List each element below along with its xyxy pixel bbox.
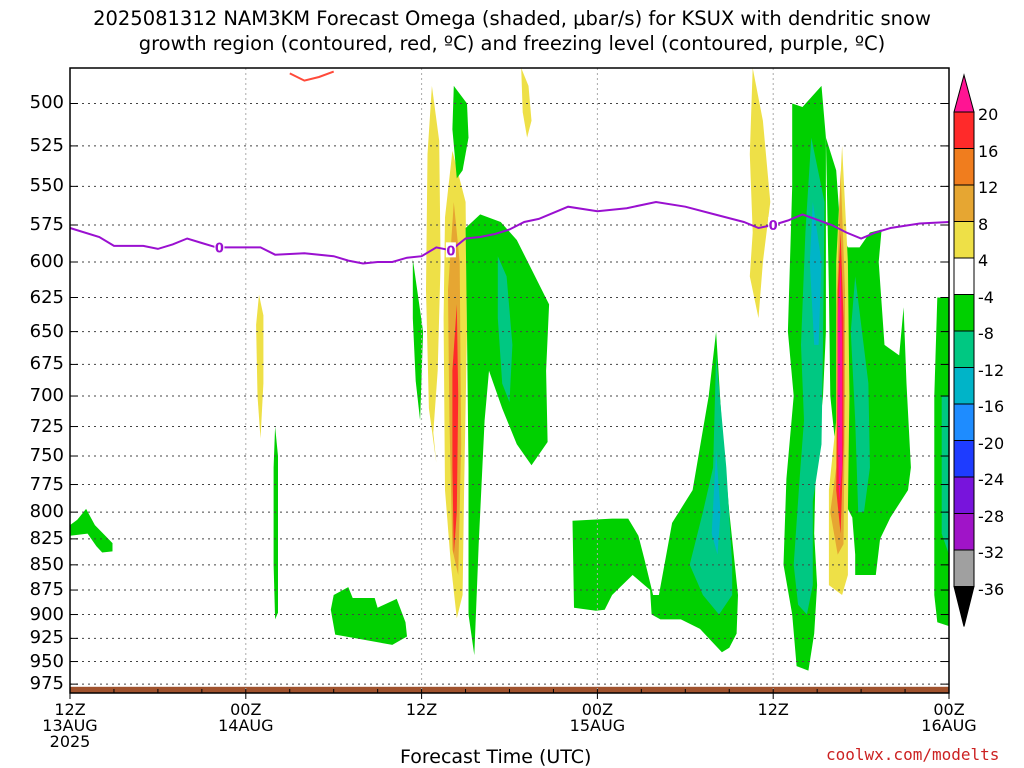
x-axis-title: Forecast Time (UTC) bbox=[400, 746, 592, 768]
y-tick-label: 550 bbox=[29, 175, 64, 197]
y-tick-label: 500 bbox=[29, 92, 64, 114]
colorbar-label: -36 bbox=[978, 579, 1005, 599]
colorbar-label: -28 bbox=[978, 506, 1005, 526]
omega-region bbox=[689, 355, 733, 615]
y-tick-label: 750 bbox=[29, 445, 64, 467]
x-tick-label: 12Z bbox=[757, 700, 789, 719]
omega-region bbox=[837, 262, 843, 502]
freezing-level-contour: 0 0 0 bbox=[69, 200, 950, 265]
contour-label-bg bbox=[445, 242, 456, 258]
y-tick-label: 725 bbox=[29, 415, 64, 437]
y-tick-label: 925 bbox=[29, 627, 64, 649]
y-tick-label: 850 bbox=[29, 553, 64, 575]
colorbar-swatch bbox=[953, 549, 975, 587]
omega-region bbox=[711, 450, 721, 555]
colorbar-label: 20 bbox=[978, 105, 999, 124]
colorbar-swatch bbox=[953, 148, 975, 186]
contour-label-bg bbox=[768, 217, 779, 233]
colorbar-label: -32 bbox=[978, 543, 1005, 562]
colorbar-swatch bbox=[953, 513, 975, 551]
colorbar-swatch bbox=[953, 367, 975, 405]
x-tick-label: 12Z bbox=[405, 700, 438, 719]
omega-region bbox=[850, 276, 870, 513]
x-tick-label: 12Z 13AUG 2025 bbox=[42, 700, 98, 751]
freezing-level-label: 0 bbox=[769, 219, 778, 234]
freezing-level-label: 0 bbox=[446, 244, 455, 259]
contour-label-bg bbox=[214, 239, 225, 255]
y-tick-label: 875 bbox=[29, 579, 64, 601]
x-tick-label: 00Z 15AUG bbox=[569, 700, 626, 735]
colorbar-label: -16 bbox=[978, 397, 1005, 416]
colorbar-swatch bbox=[953, 330, 975, 368]
y-tick-label: 525 bbox=[29, 134, 64, 156]
omega-region bbox=[452, 304, 459, 555]
colorbar-label: -20 bbox=[978, 433, 1005, 453]
x-tick-label: 00Z 14AUG bbox=[218, 700, 274, 735]
dgz-line bbox=[289, 70, 335, 82]
colorbar-label: -24 bbox=[978, 470, 1005, 489]
chart-title-line2: growth region (contoured, red, ºC) and f… bbox=[138, 32, 886, 55]
y-tick-label: 600 bbox=[29, 251, 64, 272]
omega-region bbox=[273, 426, 278, 620]
omega-region bbox=[70, 508, 113, 553]
colorbar bbox=[953, 73, 975, 627]
omega-region bbox=[330, 587, 407, 645]
omega-region bbox=[465, 214, 550, 656]
y-tick-label: 800 bbox=[29, 501, 64, 523]
colorbar-label: 4 bbox=[978, 251, 989, 270]
y-tick-label: 775 bbox=[29, 473, 64, 495]
omega-region bbox=[749, 68, 771, 319]
colorbar-swatch bbox=[953, 294, 975, 332]
y-tick-label: 825 bbox=[29, 527, 64, 549]
omega-shading bbox=[70, 68, 949, 671]
dgz-contour bbox=[289, 70, 335, 82]
omega-region bbox=[521, 68, 532, 138]
colorbar-label: -4 bbox=[978, 287, 994, 307]
omega-region bbox=[941, 396, 949, 555]
colorbar-swatch bbox=[953, 403, 975, 441]
colorbar-label: 12 bbox=[978, 178, 999, 197]
y-tick-label: 650 bbox=[29, 320, 64, 342]
omega-region bbox=[452, 85, 469, 179]
chart-title-line1: 2025081312 NAM3KM Forecast Omega (shaded… bbox=[93, 7, 931, 30]
colorbar-top-arrow bbox=[953, 73, 975, 113]
colorbar-swatch bbox=[953, 476, 975, 514]
y-tick-label: 975 bbox=[29, 673, 64, 695]
freezing-level-line bbox=[69, 200, 950, 265]
colorbar-label: 8 bbox=[978, 214, 989, 234]
plot-border bbox=[69, 67, 950, 694]
y-tick-label: 900 bbox=[29, 603, 64, 625]
y-tick-label: 675 bbox=[29, 353, 64, 375]
omega-region bbox=[809, 202, 822, 345]
omega-region bbox=[497, 256, 513, 403]
y-tick-label: 700 bbox=[29, 385, 64, 407]
freezing-level-label: 0 bbox=[215, 241, 224, 256]
x-tick-label: 00Z 16AUG bbox=[921, 700, 977, 735]
omega-region bbox=[412, 259, 424, 421]
y-tick-label: 950 bbox=[29, 650, 64, 672]
y-tick-label: 575 bbox=[29, 214, 64, 235]
colorbar-swatch bbox=[953, 111, 975, 149]
colorbar-swatch bbox=[953, 257, 975, 295]
colorbar-swatch bbox=[953, 440, 975, 478]
colorbar-swatch bbox=[953, 221, 975, 259]
credit-link[interactable]: coolwx.com/modelts bbox=[826, 745, 1000, 764]
colorbar-label: -8 bbox=[978, 324, 994, 343]
omega-region bbox=[256, 294, 264, 439]
y-tick-label: 625 bbox=[29, 286, 64, 308]
plot-frame bbox=[69, 67, 950, 694]
colorbar-bottom-arrow bbox=[953, 586, 975, 627]
colorbar-label: 16 bbox=[978, 141, 999, 161]
omega-region bbox=[426, 85, 441, 463]
colorbar-swatch bbox=[953, 184, 975, 222]
colorbar-label: -12 bbox=[978, 360, 1005, 380]
